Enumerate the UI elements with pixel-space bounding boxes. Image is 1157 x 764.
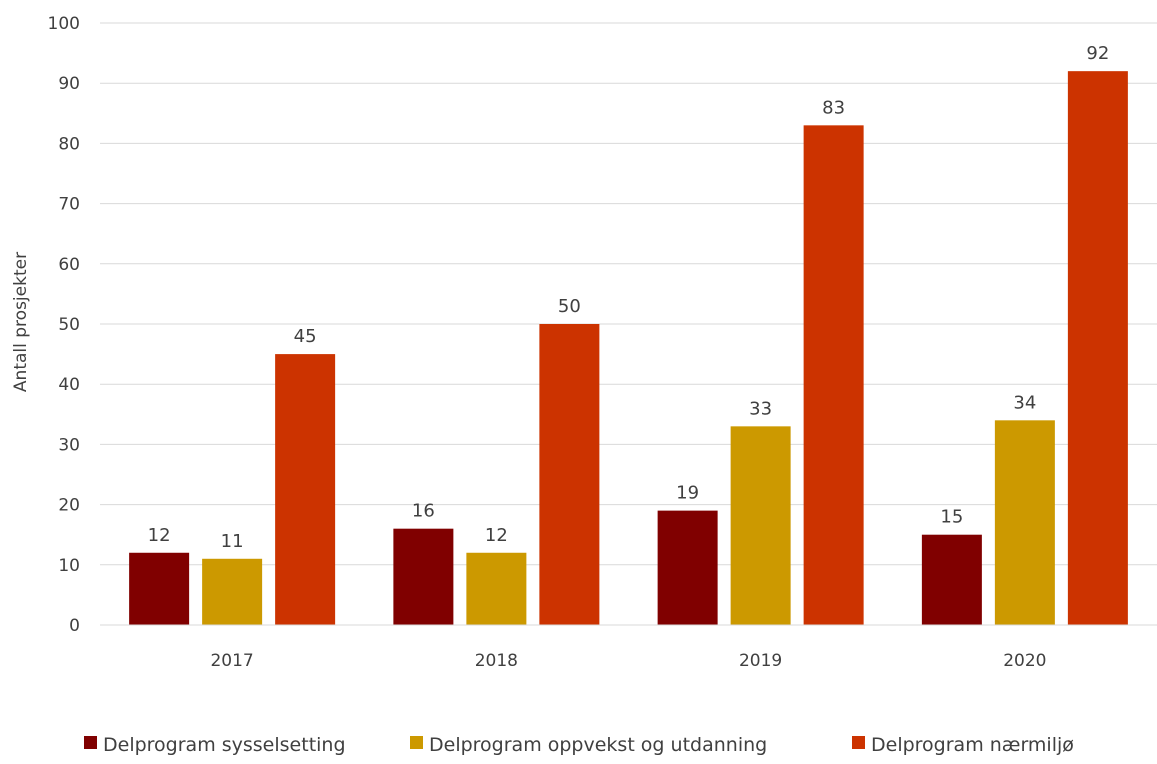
legend-label: Delprogram oppvekst og utdanning <box>429 734 767 756</box>
bar <box>466 552 527 625</box>
y-tick-label: 10 <box>58 556 80 576</box>
bar <box>275 354 336 625</box>
data-label: 50 <box>558 296 581 317</box>
data-label: 12 <box>148 525 171 546</box>
y-tick-label: 50 <box>58 315 80 335</box>
y-tick-label: 0 <box>69 616 80 636</box>
data-label: 12 <box>485 525 508 546</box>
data-label: 45 <box>294 326 317 347</box>
data-label: 92 <box>1086 43 1109 64</box>
y-tick-label: 30 <box>58 435 80 455</box>
legend-label: Delprogram nærmiljø <box>871 734 1074 756</box>
y-tick-label: 60 <box>58 255 80 275</box>
y-tick-label: 70 <box>58 195 80 215</box>
y-axis-ticks: 0 10 20 30 40 50 60 70 80 90 100 <box>48 14 80 636</box>
bar <box>994 420 1055 625</box>
bar <box>129 552 190 625</box>
y-tick-label: 40 <box>58 375 80 395</box>
data-label: 15 <box>940 507 963 528</box>
y-tick-label: 20 <box>58 496 80 516</box>
legend-swatch <box>410 736 423 749</box>
bars <box>129 71 1128 625</box>
bar <box>539 324 600 625</box>
bar <box>657 510 718 625</box>
x-tick-label: 2020 <box>1003 651 1046 671</box>
data-label: 83 <box>822 97 845 118</box>
bar <box>202 558 263 625</box>
y-axis-label: Antall prosjekter <box>11 252 31 392</box>
data-label: 16 <box>412 501 435 522</box>
data-label: 33 <box>749 398 772 419</box>
bar <box>730 426 791 625</box>
legend-swatch <box>852 736 865 749</box>
legend-swatch <box>84 736 97 749</box>
legend: Delprogram sysselsetting Delprogram oppve… <box>84 734 1074 756</box>
x-tick-label: 2019 <box>739 651 782 671</box>
bar <box>393 528 454 625</box>
bar <box>921 534 982 625</box>
legend-label: Delprogram sysselsetting <box>103 734 346 756</box>
bar <box>1067 71 1128 625</box>
data-label: 34 <box>1013 392 1036 413</box>
data-labels: 12 11 45 16 12 50 19 33 83 15 34 92 <box>148 43 1110 552</box>
y-tick-label: 80 <box>58 134 80 154</box>
y-tick-label: 100 <box>48 14 80 34</box>
data-label: 11 <box>221 531 244 552</box>
x-tick-label: 2017 <box>210 651 253 671</box>
x-axis-ticks: 2017 2018 2019 2020 <box>210 651 1046 671</box>
x-tick-label: 2018 <box>475 651 518 671</box>
y-tick-label: 90 <box>58 74 80 94</box>
data-label: 19 <box>676 483 699 504</box>
bar <box>803 125 864 625</box>
